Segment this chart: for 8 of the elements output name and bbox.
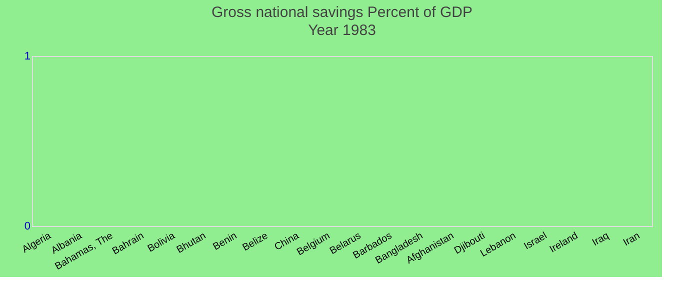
x-tick-label: Iran (622, 230, 642, 249)
chart-subtitle: Year 1983 (308, 22, 376, 39)
y-tick-label: 1 (24, 50, 30, 62)
y-tick-label: 0 (24, 220, 30, 232)
x-tick-label: Belize (240, 230, 270, 254)
chart-title: Gross national savings Percent of GDP (212, 4, 472, 21)
x-tick-label: Benin (211, 230, 239, 253)
x-tick-label: Iraq (590, 230, 611, 249)
